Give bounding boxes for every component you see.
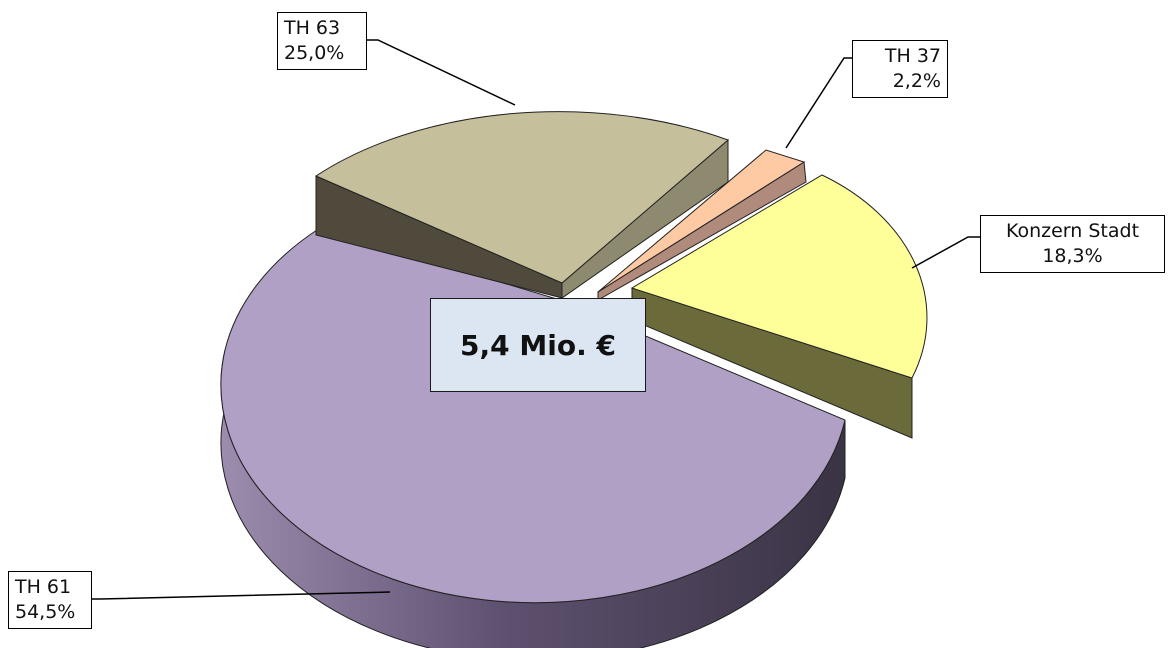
label-konzern: Konzern Stadt 18,3% — [980, 215, 1165, 273]
slice-th37 — [597, 149, 807, 301]
leader-th61 — [92, 591, 391, 600]
slice-th61 — [220, 227, 846, 648]
total-label: 5,4 Mio. € — [430, 298, 646, 392]
label-th61-value: 54,5% — [15, 601, 76, 623]
label-th61: TH 61 54,5% — [8, 571, 92, 629]
label-konzern-value: 18,3% — [1042, 245, 1103, 267]
label-th37-value: 2,2% — [892, 70, 941, 92]
leader-th63 — [367, 39, 516, 106]
slice-th63-top — [314, 111, 729, 284]
slice-th61-top — [220, 227, 846, 604]
label-th37: TH 37 2,2% — [852, 40, 948, 98]
leader-th37 — [785, 57, 852, 149]
label-th63: TH 63 25,0% — [277, 12, 367, 70]
label-th37-name: TH 37 — [884, 45, 941, 67]
label-konzern-name: Konzern Stadt — [1005, 220, 1140, 242]
slice-th37-top — [597, 149, 806, 293]
label-th63-name: TH 63 — [284, 17, 341, 39]
leader-konzern — [911, 236, 980, 269]
slice-konzern-top — [630, 174, 928, 379]
label-th63-value: 25,0% — [284, 42, 345, 64]
leader-lines — [92, 39, 980, 600]
label-th61-name: TH 61 — [15, 576, 72, 598]
